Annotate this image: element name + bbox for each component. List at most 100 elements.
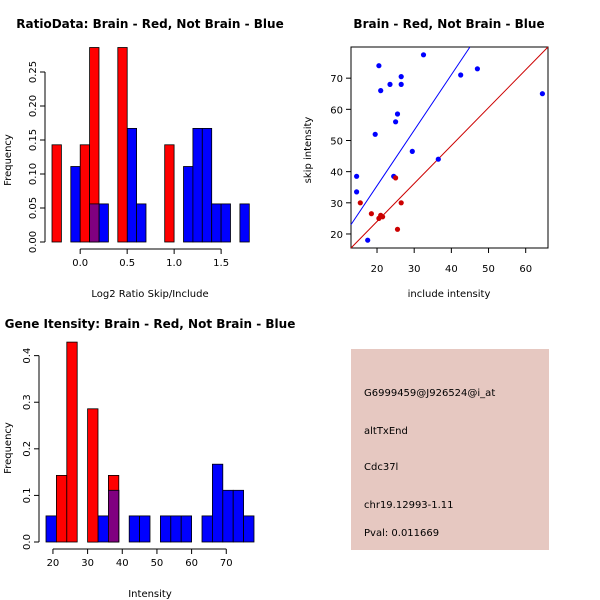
- intensity-x-tick-label-4: 60: [185, 558, 198, 569]
- scatter-point-not-brain-15: [458, 72, 464, 78]
- intensity-x-tick-label-1: 30: [81, 558, 94, 569]
- intensity-bar-not-brain-7: [180, 515, 192, 543]
- scatter-x-tick-label-3: 50: [482, 264, 495, 275]
- intensity-bar-not-brain-1: [97, 515, 109, 543]
- ratio-y-tick-label-4: 0.20: [28, 95, 39, 117]
- intensity-bar-not-brain-11: [232, 489, 244, 543]
- scatter-point-not-brain-4: [376, 63, 382, 69]
- intensity-bar-not-brain-10: [222, 489, 234, 543]
- ratio-bar-not-brain-9: [239, 203, 250, 243]
- scatter-x-tick-label-1: 30: [408, 264, 421, 275]
- scatter-point-brain-7: [398, 200, 404, 206]
- info-panel: G6999459@J926524@i_at altTxEnd Cdc37l ch…: [351, 349, 549, 550]
- ratio-x-tick-label-2: 1.0: [166, 258, 182, 269]
- ratio-bar-brain-3: [117, 47, 128, 243]
- ratio-bar-brain-0: [51, 144, 62, 243]
- ratio-bar-brain-1: [79, 144, 90, 243]
- intensity-bar-not-brain-3: [128, 515, 140, 543]
- intensity-bar-brain-1: [66, 341, 78, 543]
- ratio-x-tick-label-3: 1.5: [213, 258, 229, 269]
- intensity-x-tick-label-3: 50: [151, 558, 164, 569]
- info-background: [351, 349, 549, 550]
- scatter-x-tick-label-2: 40: [445, 264, 458, 275]
- scatter-y-tick-label-3: 50: [330, 136, 343, 147]
- gene-intensity-y-axis: 0.0 0.1 0.2 0.3 0.4: [22, 348, 40, 550]
- ratio-histogram-x-axis: 0.0 0.5 1.0 1.5: [72, 248, 229, 269]
- ratio-x-tick-label-0: 0.0: [72, 258, 88, 269]
- intensity-bar-not-brain-4: [139, 515, 151, 543]
- intensity-bar-not-brain-9: [211, 463, 224, 543]
- intensity-bar-overlap-0: [108, 489, 120, 543]
- scatter-point-not-brain-2: [365, 237, 371, 243]
- intensity-y-tick-label-0: 0.0: [22, 534, 33, 550]
- scatter-xlabel: include intensity: [408, 289, 491, 300]
- intensity-y-tick-label-2: 0.2: [22, 441, 33, 457]
- scatter-x-axis: 20 30 40 50 60: [371, 248, 532, 275]
- scatter-point-not-brain-6: [387, 81, 393, 87]
- intensity-x-tick-label-0: 20: [47, 558, 60, 569]
- gene-intensity-title: Gene Itensity: Brain - Red, Not Brain - …: [5, 317, 296, 331]
- scatter-point-brain-1: [368, 211, 374, 217]
- scatter-point-not-brain-17: [539, 91, 546, 97]
- ratio-bar-brain-4: [164, 144, 175, 243]
- scatter-y-tick-label-0: 20: [330, 230, 343, 241]
- scatter-title: Brain - Red, Not Brain - Blue: [353, 17, 544, 31]
- scatter-points: [354, 52, 546, 243]
- ratio-bar-not-brain-7: [211, 203, 222, 243]
- info-gene-name: Cdc37l: [364, 462, 398, 473]
- scatter-point-not-brain-9: [394, 111, 401, 117]
- scatter-point-not-brain-5: [378, 88, 384, 94]
- scatter-y-tick-label-4: 60: [330, 105, 343, 116]
- scatter-point-not-brain-3: [372, 131, 378, 137]
- intensity-x-tick-label-5: 70: [220, 558, 233, 569]
- ratio-y-tick-label-0: 0.00: [28, 231, 39, 253]
- info-event-type: altTxEnd: [364, 426, 408, 437]
- scatter-fit-line-not-brain: [350, 46, 471, 225]
- scatter-point-not-brain-0: [354, 173, 360, 179]
- ratio-y-tick-label-1: 0.05: [28, 197, 39, 219]
- scatter-fit-lines: [350, 46, 549, 249]
- ratio-bar-not-brain-6: [201, 127, 213, 243]
- intensity-bar-not-brain-8: [201, 515, 213, 543]
- scatter-x-tick-label-4: 60: [519, 264, 532, 275]
- scatter-point-not-brain-11: [398, 74, 404, 80]
- scatter-ylabel: skip intensity: [303, 117, 314, 184]
- ratio-bar-overlap-0: [89, 203, 100, 243]
- gene-intensity-x-axis: 20 30 40 50 60 70: [47, 548, 233, 569]
- scatter-point-brain-4: [380, 214, 386, 220]
- scatter-point-brain-0: [357, 200, 363, 206]
- ratio-y-tick-label-3: 0.15: [28, 129, 39, 151]
- ratio-histogram-y-axis: 0.00 0.05 0.10 0.15 0.20 0.25: [28, 61, 46, 253]
- scatter-point-brain-5: [393, 175, 399, 181]
- gene-intensity-bars: [45, 341, 255, 543]
- scatter-plot-box: [350, 46, 549, 249]
- scatter-point-not-brain-8: [393, 119, 399, 125]
- ratio-histogram-title: RatioData: Brain - Red, Not Brain - Blue: [16, 17, 283, 31]
- ratio-histogram-xlabel: Log2 Ratio Skip/Include: [91, 289, 208, 300]
- gene-intensity-histogram-panel: Gene Itensity: Brain - Red, Not Brain - …: [3, 317, 295, 600]
- info-location: chr19.12993-1.11: [364, 500, 454, 511]
- ratio-histogram-bars: [51, 47, 250, 243]
- intensity-bar-brain-0: [56, 474, 68, 543]
- ratio-histogram-panel: RatioData: Brain - Red, Not Brain - Blue…: [3, 17, 284, 300]
- intensity-y-tick-label-3: 0.3: [22, 394, 33, 410]
- ratio-bar-not-brain-5: [192, 127, 203, 243]
- gene-intensity-ylabel: Frequency: [3, 422, 14, 474]
- intensity-y-tick-label-1: 0.1: [22, 487, 33, 503]
- scatter-x-tick-label-0: 20: [371, 264, 384, 275]
- ratio-bar-not-brain-8: [220, 203, 231, 243]
- scatter-point-not-brain-12: [409, 148, 415, 154]
- intensity-bar-not-brain-5: [159, 515, 172, 543]
- intensity-scatter-panel: Brain - Red, Not Brain - Blue 20 30 40 50 60…: [303, 17, 549, 300]
- ratio-histogram-ylabel: Frequency: [3, 134, 14, 186]
- ratio-bar-not-brain-2: [126, 127, 137, 243]
- scatter-y-tick-label-2: 40: [330, 168, 343, 179]
- intensity-bar-brain-2: [87, 408, 99, 543]
- scatter-point-brain-6: [394, 226, 401, 232]
- scatter-y-tick-label-1: 30: [330, 199, 343, 210]
- scatter-point-not-brain-14: [435, 156, 441, 162]
- intensity-x-tick-label-2: 40: [116, 558, 129, 569]
- scatter-point-not-brain-16: [474, 66, 480, 72]
- info-pval: Pval: 0.011669: [364, 528, 439, 539]
